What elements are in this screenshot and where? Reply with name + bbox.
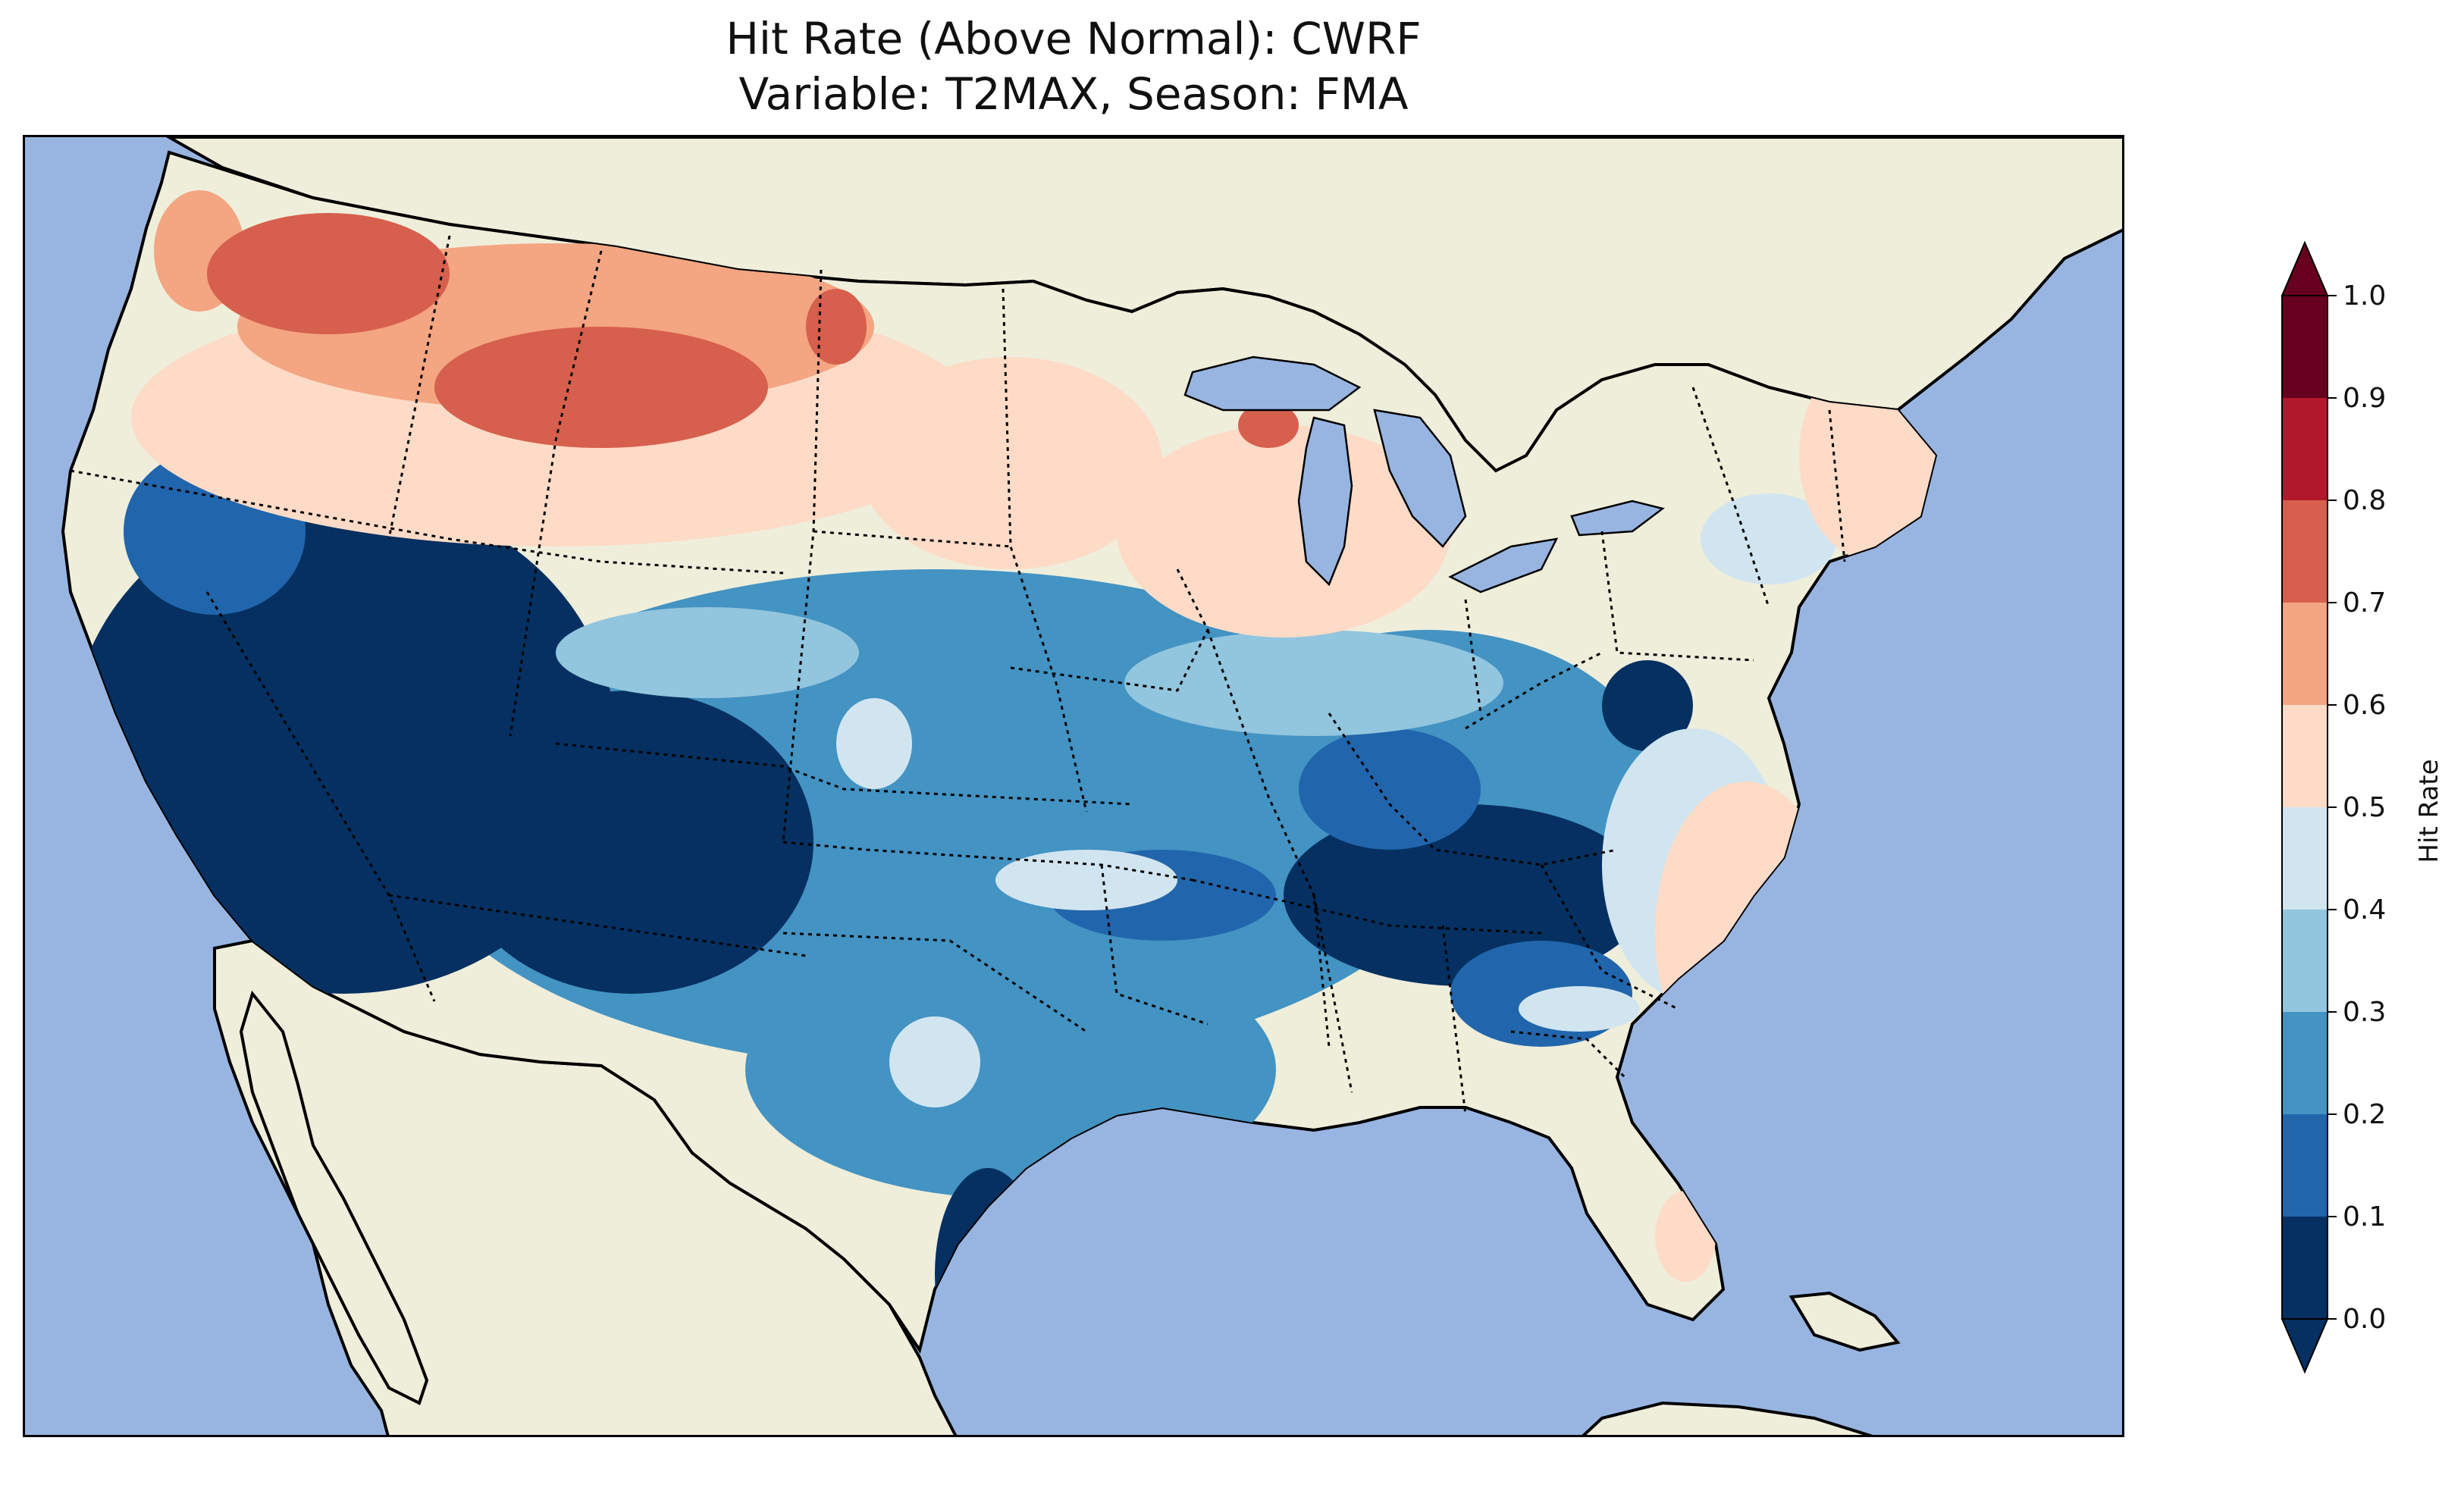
colorbar-ticks: 0.0 0.1 0.2 0.3 0.4 0.5 0.6 0.7 0.8 0.9 1.0 xyxy=(2328,280,2386,1335)
hit-rate-region xyxy=(1602,660,1693,751)
colorbar-tick-label: 0.7 xyxy=(2343,587,2386,619)
hit-rate-region xyxy=(1124,630,1503,736)
map-svg xyxy=(25,137,2122,1435)
colorbar-bin xyxy=(2282,910,2328,1012)
colorbar-tick-label: 0.1 xyxy=(2343,1201,2386,1232)
colorbar-tick-label: 0.6 xyxy=(2343,690,2386,721)
colorbar-extend-low xyxy=(2281,1318,2329,1374)
hit-rate-region xyxy=(1238,402,1299,448)
colorbar-bins xyxy=(2281,240,2329,1374)
colorbar-extend-high xyxy=(2281,240,2329,296)
hit-rate-region xyxy=(806,289,867,365)
colorbar-tick-label: 0.5 xyxy=(2343,792,2386,823)
lake-ontario xyxy=(1570,500,1665,537)
hit-rate-region xyxy=(836,698,912,789)
hit-rate-region xyxy=(859,357,1162,569)
hit-rate-region xyxy=(434,327,768,448)
lake-huron xyxy=(1373,409,1467,548)
lake-erie xyxy=(1448,537,1559,594)
chart-title: Hit Rate (Above Normal): CWRF xyxy=(726,13,1422,64)
colorbar-tick-label: 0.0 xyxy=(2343,1304,2386,1335)
colorbar: 0.0 0.1 0.2 0.3 0.4 0.5 0.6 0.7 0.8 0.9 1.0 Hit Ra… xyxy=(2281,240,2444,1374)
colorbar-bin xyxy=(2282,296,2328,398)
hit-rate-region xyxy=(1519,986,1640,1032)
hit-rate-region xyxy=(1299,728,1481,850)
hit-rate-region xyxy=(450,691,813,994)
caribbean-land xyxy=(1582,1401,1873,1435)
colorbar-tick-label: 1.0 xyxy=(2343,280,2386,312)
colorbar-tick-label: 0.2 xyxy=(2343,1099,2386,1130)
colorbar-tick-label: 0.8 xyxy=(2343,485,2386,516)
colorbar-tick-label: 0.9 xyxy=(2343,383,2386,414)
colorbar-bin xyxy=(2282,398,2328,500)
hit-rate-region xyxy=(889,1016,980,1107)
hit-rate-region xyxy=(1284,804,1647,986)
colorbar-bin xyxy=(2282,1217,2328,1319)
chart-subtitle: Variable: T2MAX, Season: FMA xyxy=(738,68,1409,120)
hit-rate-field xyxy=(71,190,1936,1350)
state-borders xyxy=(70,235,1846,1116)
hit-rate-region xyxy=(1117,425,1450,637)
colorbar-bin xyxy=(2282,807,2328,910)
colorbar-bin xyxy=(2282,1114,2328,1217)
hit-rate-region xyxy=(995,850,1177,910)
colorbar-label: Hit Rate xyxy=(2414,759,2444,863)
colorbar-tick-label: 0.4 xyxy=(2343,894,2386,926)
colorbar-tick-label: 0.3 xyxy=(2343,997,2386,1028)
lake-michigan xyxy=(1297,416,1353,587)
hit-rate-region xyxy=(1701,493,1837,584)
great-lakes xyxy=(1183,355,1665,594)
map-panel xyxy=(23,135,2124,1437)
baja-california xyxy=(239,990,429,1405)
colorbar-bin xyxy=(2282,1012,2328,1114)
hit-rate-region xyxy=(556,607,859,698)
colorbar-bin xyxy=(2282,603,2328,705)
colorbar-bin xyxy=(2282,500,2328,603)
colorbar-bin xyxy=(2282,705,2328,807)
lake-superior xyxy=(1183,355,1362,412)
cuba xyxy=(1788,1291,1901,1352)
hit-rate-region xyxy=(207,213,450,334)
